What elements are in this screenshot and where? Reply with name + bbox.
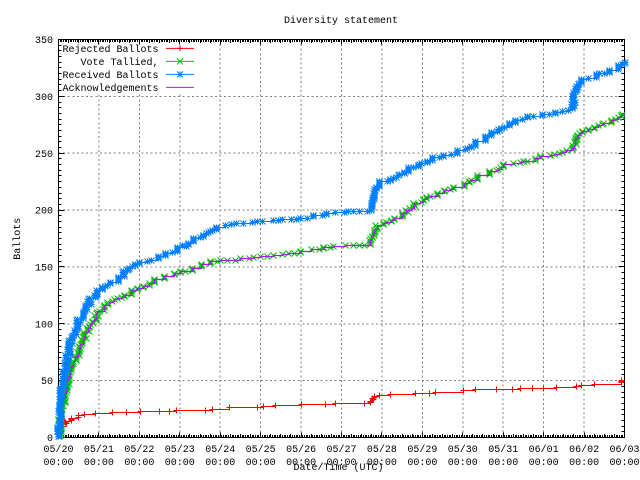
svg-text:05/27: 05/27 (326, 444, 356, 456)
svg-text:05/21: 05/21 (84, 444, 114, 456)
svg-text:05/29: 05/29 (407, 444, 437, 456)
svg-text:05/28: 05/28 (367, 444, 397, 456)
svg-text:05/23: 05/23 (165, 444, 195, 456)
svg-text:06/02: 06/02 (569, 444, 599, 456)
svg-text:05/22: 05/22 (124, 444, 154, 456)
svg-text:350: 350 (35, 36, 53, 47)
svg-text:Date/Time (UTC): Date/Time (UTC) (293, 462, 383, 474)
svg-text:0: 0 (47, 434, 53, 445)
svg-text:00:00: 00:00 (569, 458, 599, 469)
svg-text:00:00: 00:00 (609, 458, 639, 469)
svg-text:06/01: 06/01 (529, 444, 559, 456)
svg-text:100: 100 (35, 320, 53, 331)
svg-text:05/26: 05/26 (286, 444, 316, 456)
svg-text:00:00: 00:00 (165, 458, 195, 469)
svg-text:Acknowledgements: Acknowledgements (62, 83, 158, 95)
svg-text:05/24: 05/24 (205, 444, 235, 456)
svg-text:250: 250 (35, 150, 53, 161)
svg-text:05/30: 05/30 (448, 444, 478, 456)
svg-text:00:00: 00:00 (367, 458, 397, 469)
svg-text:00:00: 00:00 (246, 458, 276, 469)
svg-text:00:00: 00:00 (407, 458, 437, 469)
svg-text:300: 300 (35, 93, 53, 104)
svg-text:00:00: 00:00 (488, 458, 518, 469)
svg-text:Rejected Ballots: Rejected Ballots (62, 44, 158, 56)
svg-text:05/20: 05/20 (43, 444, 73, 456)
svg-text:00:00: 00:00 (286, 458, 316, 469)
svg-text:Diversity statement: Diversity statement (284, 15, 398, 27)
svg-text:00:00: 00:00 (84, 458, 114, 469)
svg-text:06/03: 06/03 (609, 444, 639, 456)
svg-text:00:00: 00:00 (124, 458, 154, 469)
svg-text:Ballots: Ballots (12, 218, 24, 260)
svg-text:Vote Tallied,: Vote Tallied, (80, 57, 158, 69)
svg-text:05/31: 05/31 (488, 444, 518, 456)
svg-text:150: 150 (35, 264, 53, 275)
svg-text:05/25: 05/25 (246, 444, 276, 456)
svg-text:00:00: 00:00 (43, 458, 73, 469)
svg-text:00:00: 00:00 (448, 458, 478, 469)
svg-text:00:00: 00:00 (326, 458, 356, 469)
svg-text:200: 200 (35, 207, 53, 218)
svg-text:00:00: 00:00 (529, 458, 559, 469)
svg-text:00:00: 00:00 (205, 458, 235, 469)
svg-text:50: 50 (41, 377, 53, 388)
svg-text:Received Ballots: Received Ballots (62, 70, 158, 82)
